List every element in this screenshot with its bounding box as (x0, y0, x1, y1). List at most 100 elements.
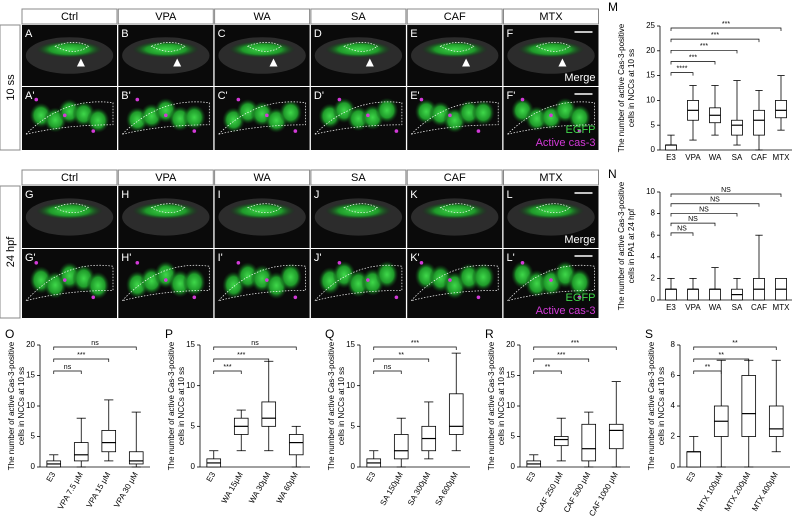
cas3-cell (337, 261, 342, 265)
y-tick-label: 4 (671, 401, 676, 410)
significance-bracket (533, 346, 617, 350)
box (448, 393, 464, 435)
egfp-signal (36, 40, 103, 58)
significance-bracket (53, 370, 82, 374)
y-axis-label: The number of active Cas-3-positivecells… (167, 341, 186, 470)
column-header-box (406, 169, 503, 186)
column-header-box (310, 8, 407, 25)
cas3-cell (135, 97, 140, 102)
cas3-cell (394, 129, 399, 133)
significance-bracket (670, 213, 738, 217)
box (581, 423, 597, 462)
y-tick-label: 20 (506, 340, 515, 349)
panel-label: K' (410, 252, 419, 264)
column-header: CAF (444, 11, 466, 23)
y-axis-label-line: cells in NCCs at 10 ss (17, 367, 26, 445)
box (741, 375, 757, 437)
significance-label: ns (64, 364, 72, 371)
y-axis-label-line: cells in NCCs at 10 ss (657, 367, 666, 445)
column-header: WA (253, 11, 271, 23)
panel-label: F' (507, 90, 516, 102)
roi-outline (343, 42, 379, 52)
panel-label: I (218, 189, 221, 201)
panel-label: E (410, 28, 417, 40)
x-tick-label: VPA 30 μM (112, 470, 140, 509)
egfp-cells (375, 260, 399, 289)
box (288, 434, 304, 456)
y-tick-label: 25 (646, 21, 655, 30)
y-tick-label: 10 (506, 401, 515, 410)
x-tick-label: WA (709, 303, 722, 312)
column-header-box (214, 169, 311, 186)
y-tick-label: 15 (186, 340, 195, 349)
cas3-cell (34, 261, 39, 265)
box (553, 436, 569, 447)
significance-bracket (53, 346, 137, 350)
y-tick-label: 5 (31, 432, 36, 441)
column-header-box (214, 8, 311, 25)
egfp-signal (228, 202, 296, 220)
significance-label: *** (237, 352, 245, 359)
arrowhead (558, 58, 567, 67)
arrowhead (173, 58, 182, 67)
cas3-cell (164, 113, 168, 118)
panel-letter: Q (325, 327, 334, 341)
x-tick-label: CAF 500 μM (562, 470, 592, 514)
x-tick-label: MTX 400μM (750, 470, 780, 513)
significance-label: **** (677, 65, 688, 72)
significance-label: *** (571, 340, 579, 347)
cas3-cell (419, 261, 424, 265)
cas3-cell (577, 129, 582, 133)
column-header: CAF (444, 172, 466, 184)
cas3-label: Active cas-3 (536, 137, 596, 149)
egfp-signal (132, 202, 200, 220)
x-tick-label: E3 (205, 470, 218, 483)
y-tick-label: 4 (651, 252, 656, 261)
x-tick-label: SA 300μM (406, 470, 432, 507)
column-header: SA (351, 11, 366, 23)
x-tick-label: CAF 250 μM (534, 470, 564, 514)
box (261, 401, 277, 427)
cas3-cell (293, 129, 298, 133)
significance-label: ns (91, 340, 99, 347)
significance-bracket (693, 370, 722, 374)
significance-bracket (670, 72, 694, 76)
y-axis-label-line: cells in NCCs at 10 ss (177, 367, 186, 445)
cas3-cell (476, 295, 481, 300)
x-tick-label: CAF 1000 μM (587, 470, 620, 516)
column-header: MTX (539, 172, 563, 184)
column-header: WA (253, 172, 271, 184)
panel-letter: M (608, 0, 618, 14)
roi-outline (343, 203, 379, 214)
column-header: MTX (539, 11, 563, 23)
cas3-cell (394, 295, 399, 300)
box (665, 144, 677, 151)
y-tick-label: 8 (671, 340, 676, 349)
roi-outline (150, 42, 186, 52)
stage-box (0, 185, 21, 319)
significance-label: *** (711, 32, 719, 39)
significance-bracket (533, 358, 590, 362)
y-tick-label: 2 (651, 274, 656, 283)
y-axis-label-line: The number of active Cas-3-positive (617, 23, 626, 152)
cas3-cell (265, 113, 269, 118)
y-axis-label-line: The number of active Cas-3-positive (647, 341, 656, 470)
box (768, 405, 784, 437)
roi-outline (535, 42, 571, 52)
y-tick-label: 0 (651, 145, 656, 154)
panel-label: D' (314, 90, 324, 102)
box (101, 429, 117, 453)
box (687, 288, 699, 301)
y-tick-label: 0 (191, 462, 196, 471)
panel-label: A' (25, 90, 34, 102)
x-tick-label: VPA 15 μM (85, 470, 113, 509)
column-header-box (310, 169, 407, 186)
cas3-cell (62, 113, 67, 118)
cas3-cell (520, 97, 525, 102)
significance-label: ** (399, 352, 405, 359)
egfp-cells (86, 271, 110, 300)
arrowhead (76, 58, 85, 67)
cas3-cell (135, 261, 140, 265)
significance-bracket (693, 346, 777, 350)
box (393, 434, 409, 460)
